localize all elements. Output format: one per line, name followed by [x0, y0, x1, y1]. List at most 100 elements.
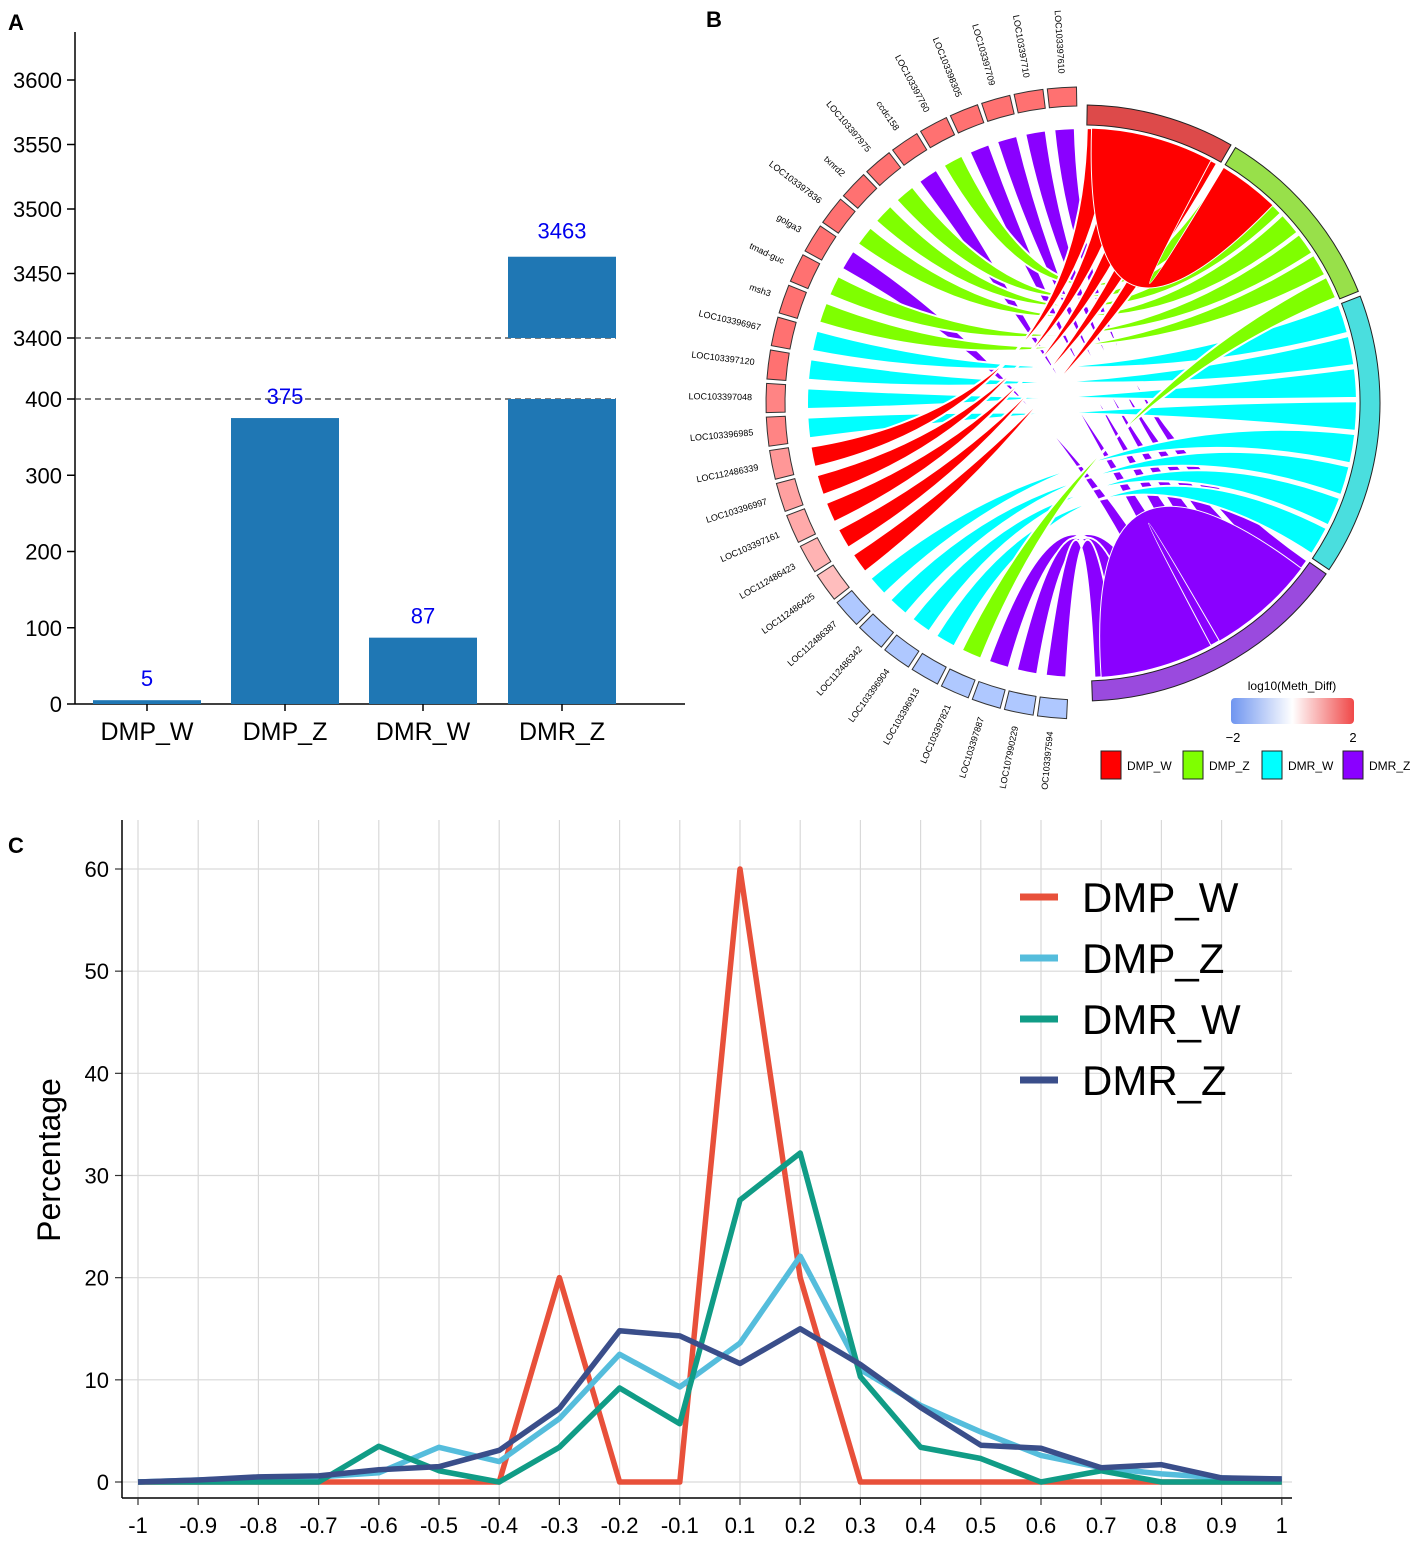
gene-label: msh3 [748, 282, 772, 299]
chord-ribbon [806, 367, 1358, 411]
chord-ribbon [960, 275, 1338, 660]
gene-block [919, 116, 956, 149]
bar-value-label: 87 [411, 604, 435, 629]
chord-ribbon [1090, 127, 1274, 289]
gene-block [842, 173, 878, 209]
gene-block [789, 254, 821, 290]
gene-label: LOC112486387 [785, 619, 839, 668]
color-scale-bar [1231, 698, 1354, 724]
gene-label: LOC103396985 [690, 427, 754, 443]
legend-label: DMR_W [1288, 759, 1334, 773]
gene-block [778, 284, 808, 319]
series-line-dmp_w [138, 866, 1282, 1485]
sector-dmr_z [1091, 561, 1327, 702]
x-tick-label: 1 [1276, 1513, 1288, 1538]
y-tick-label: 10 [85, 1368, 109, 1393]
x-tick-label: -0.3 [540, 1513, 578, 1538]
line-chart-panel: C 0 10 20 30 40 50 60 -1 -0.9 -0.8 -0.7 -0.6 -0.5 -0.… [8, 820, 1292, 1538]
gene-label: LOC103398305 [931, 36, 964, 99]
sector-dmp_w [1086, 104, 1232, 163]
legend-swatch-dmr_w [1261, 750, 1283, 780]
chord-ribbon [806, 334, 1356, 387]
y-tick-label: 400 [25, 387, 62, 412]
gene-label: LOC103396913 [881, 686, 921, 746]
chord-ribbon [817, 253, 1327, 352]
gene-label: LOC112486423 [738, 561, 798, 601]
y-tick-label: 30 [85, 1164, 109, 1189]
gene-block [1003, 690, 1037, 716]
y-tick-label: 3550 [13, 133, 62, 158]
gene-block [765, 382, 787, 414]
gene-label: LOC107990229 [998, 725, 1021, 789]
legend-label: DMP_W [1082, 874, 1239, 921]
x-tick-label: 0.9 [1206, 1513, 1237, 1538]
bar-chart-panel: A 0 100 200 300 400 3400 3450 3500 3550 3600 5 DMP_… [8, 10, 685, 746]
gene-label: LOC103396997 [705, 496, 769, 525]
gene-block [891, 132, 928, 166]
color-scale-title: log10(Meth_Diff) [1248, 679, 1337, 693]
series-line-dmp_z [137, 1253, 1282, 1485]
y-tick-label: 0 [97, 1470, 109, 1495]
gene-label: LOC103397836 [767, 159, 824, 206]
x-tick-label: -0.7 [300, 1513, 338, 1538]
y-tick-label: 3400 [13, 326, 62, 351]
gene-block [1036, 696, 1069, 720]
x-tick-label: -0.2 [601, 1513, 639, 1538]
chord-ribbon [1099, 505, 1303, 678]
gene-block [971, 680, 1006, 709]
legend-swatch-dmr_z [1342, 750, 1364, 780]
gene-block [949, 104, 985, 134]
chord-ribbon [934, 484, 1329, 648]
gene-label: LOC103397887 [957, 716, 986, 780]
panel-label-b: B [706, 7, 722, 32]
gene-label: LOC103397760 [893, 53, 932, 114]
gene-block [765, 415, 789, 447]
bar-value-label: 3463 [538, 219, 587, 244]
y-tick-label: 100 [25, 616, 62, 641]
x-tick-label: 0.4 [905, 1513, 936, 1538]
x-tick-label: DMP_Z [243, 718, 328, 746]
y-tick-label: 300 [25, 463, 62, 488]
x-tick-label: -0.9 [179, 1513, 217, 1538]
x-tick-label: -0.6 [360, 1513, 398, 1538]
x-tick-label: 0.3 [845, 1513, 876, 1538]
gene-label: LOC103397975 [824, 99, 873, 154]
chord-ribbon [1053, 127, 1309, 583]
legend-label: DMP_Z [1209, 759, 1250, 773]
gene-label: LOC112486425 [760, 591, 817, 636]
gene-block [940, 668, 976, 699]
gene-block [1046, 86, 1078, 109]
bar-dmr_z-lower [508, 399, 616, 704]
gene-label: LOC112486339 [696, 462, 760, 484]
gene-block [884, 634, 920, 668]
gene-block [770, 316, 797, 350]
gene-label: golga3 [775, 212, 803, 235]
chord-ribbon [888, 450, 1351, 616]
legend-label: DMP_W [1127, 759, 1172, 773]
gene-block [866, 152, 902, 187]
gene-label: tmad-guc [748, 241, 787, 266]
chord-ribbon [868, 428, 1357, 596]
x-tick-label: DMR_Z [519, 718, 605, 746]
legend-swatch-dmp_z [1182, 750, 1204, 780]
x-tick-label: 0.8 [1146, 1513, 1177, 1538]
gene-block [911, 652, 947, 685]
gene-block [786, 508, 817, 544]
bar-value-label: 5 [141, 666, 153, 691]
x-tick-label: -0.5 [420, 1513, 458, 1538]
gene-block [766, 349, 790, 382]
sector-dmp_z [1224, 146, 1359, 300]
y-tick-label: 40 [85, 1061, 109, 1086]
gene-block [816, 564, 850, 600]
color-scale-min: −2 [1226, 730, 1241, 745]
gene-label: LOC103397610 [1053, 10, 1067, 74]
bar-dmr_z-upper [508, 256, 616, 338]
gene-label: LOC103397048 [688, 391, 752, 402]
color-scale-max: 2 [1349, 730, 1356, 745]
gene-label: LOC103397120 [691, 349, 755, 367]
x-tick-label: 0.6 [1026, 1513, 1057, 1538]
panel-label-c: C [8, 833, 24, 858]
sector-dmr_w [1311, 295, 1381, 571]
gene-label: ccdc158 [874, 99, 901, 132]
panel-label-a: A [8, 10, 24, 35]
